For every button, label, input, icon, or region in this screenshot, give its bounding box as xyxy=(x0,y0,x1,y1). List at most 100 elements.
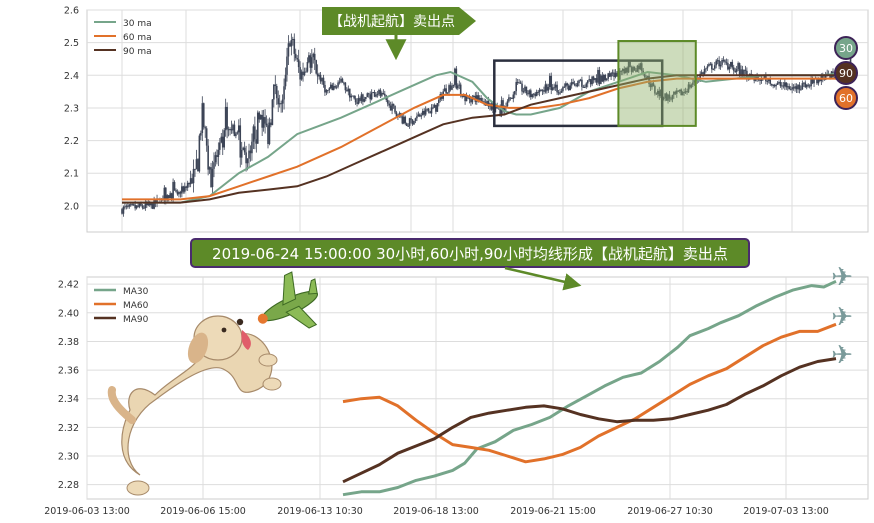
candle-body xyxy=(813,79,815,84)
candle xyxy=(759,79,761,85)
top-chart: 2.02.12.22.32.42.52.6 30 ma 60 ma 90 ma … xyxy=(64,6,869,233)
candle xyxy=(392,103,395,109)
candle-body xyxy=(678,89,681,92)
candle-body xyxy=(738,63,741,76)
candle-body xyxy=(344,82,347,91)
candle-body xyxy=(722,59,725,61)
candle-body xyxy=(427,108,430,112)
candle-body xyxy=(630,67,633,72)
candle xyxy=(770,83,773,87)
candle xyxy=(156,194,158,208)
candle xyxy=(530,88,532,100)
candle xyxy=(528,89,531,98)
candle-body xyxy=(297,59,300,68)
caption-text: 2019-06-24 15:00:00 30小时,60小时,90小时均线形成【战… xyxy=(212,245,728,263)
candle-body xyxy=(486,100,488,106)
candle-body xyxy=(278,103,281,105)
candle-body xyxy=(419,114,421,117)
candle xyxy=(181,182,183,198)
candle xyxy=(690,83,693,89)
candle-body xyxy=(744,69,747,71)
candle-body xyxy=(198,135,201,172)
candle-body xyxy=(475,95,478,102)
candle xyxy=(731,59,734,70)
candle xyxy=(633,66,636,71)
candle-body xyxy=(451,85,453,90)
candle xyxy=(347,85,350,96)
legend-label-ma60: MA60 xyxy=(123,301,149,311)
candle-body xyxy=(134,204,136,209)
candle-body xyxy=(803,82,805,84)
candle xyxy=(252,124,255,150)
bottom-ma-lines xyxy=(342,279,837,497)
candle-body xyxy=(318,74,320,77)
bottom-y-tick-label: 2.28 xyxy=(58,480,79,491)
candle xyxy=(205,126,208,152)
candle-body xyxy=(715,60,718,66)
candle-body xyxy=(557,92,560,94)
candle xyxy=(584,84,586,89)
legend-label-ma90: MA90 xyxy=(123,315,149,325)
candle-body xyxy=(321,77,323,82)
candle-body xyxy=(210,167,212,187)
candle-body xyxy=(658,90,661,97)
bottom-series-MA90 xyxy=(342,357,837,484)
candle-body xyxy=(148,202,151,206)
airplane-icon-ma60: ✈ xyxy=(831,303,853,333)
candle xyxy=(636,64,639,73)
highlight-box xyxy=(617,40,697,127)
candle-body xyxy=(824,73,827,80)
candle-body xyxy=(182,186,185,192)
candle-body xyxy=(681,92,684,96)
candle-body xyxy=(522,91,525,93)
candle-body xyxy=(166,195,169,201)
candle xyxy=(547,83,550,93)
candle-body xyxy=(735,69,738,72)
candle-body xyxy=(559,92,561,94)
candle xyxy=(423,108,426,118)
candle-body xyxy=(716,60,719,62)
candle xyxy=(566,82,569,90)
candle-body xyxy=(268,122,271,144)
candle xyxy=(312,52,315,64)
candle-body xyxy=(540,89,542,91)
candle-body xyxy=(284,74,287,87)
candle xyxy=(271,98,274,126)
candle-body xyxy=(623,68,626,74)
candle-body xyxy=(230,129,233,131)
candle-body xyxy=(421,110,424,116)
candle xyxy=(235,131,237,139)
candle-body xyxy=(621,68,624,72)
candle xyxy=(585,82,588,89)
candle-body xyxy=(655,93,658,95)
candle xyxy=(700,69,703,75)
candle-body xyxy=(239,125,242,158)
candle xyxy=(151,202,154,210)
candle xyxy=(516,78,519,85)
candle xyxy=(331,82,334,91)
candle xyxy=(318,72,320,80)
candle xyxy=(712,68,715,71)
banner-arrow-shape xyxy=(322,7,476,35)
candle-body xyxy=(376,93,379,95)
candle xyxy=(344,82,347,94)
candle-body xyxy=(668,94,671,99)
candle-body xyxy=(146,202,148,206)
candle xyxy=(381,91,383,98)
candle xyxy=(597,67,599,86)
candle xyxy=(213,152,215,178)
candle xyxy=(518,79,520,84)
candle-body xyxy=(305,71,307,73)
candle-body xyxy=(370,92,373,100)
candle-body xyxy=(640,63,643,71)
candle xyxy=(589,78,592,88)
candle-body xyxy=(359,98,361,101)
candle xyxy=(311,49,313,73)
candle-body xyxy=(240,149,243,158)
bottom-x-tick-label: 2019-06-21 15:00 xyxy=(510,506,596,517)
candle xyxy=(370,89,373,101)
candle-body xyxy=(338,81,341,83)
candle xyxy=(127,202,129,209)
toy-plane-tail xyxy=(308,278,318,295)
candle-body xyxy=(446,92,449,94)
